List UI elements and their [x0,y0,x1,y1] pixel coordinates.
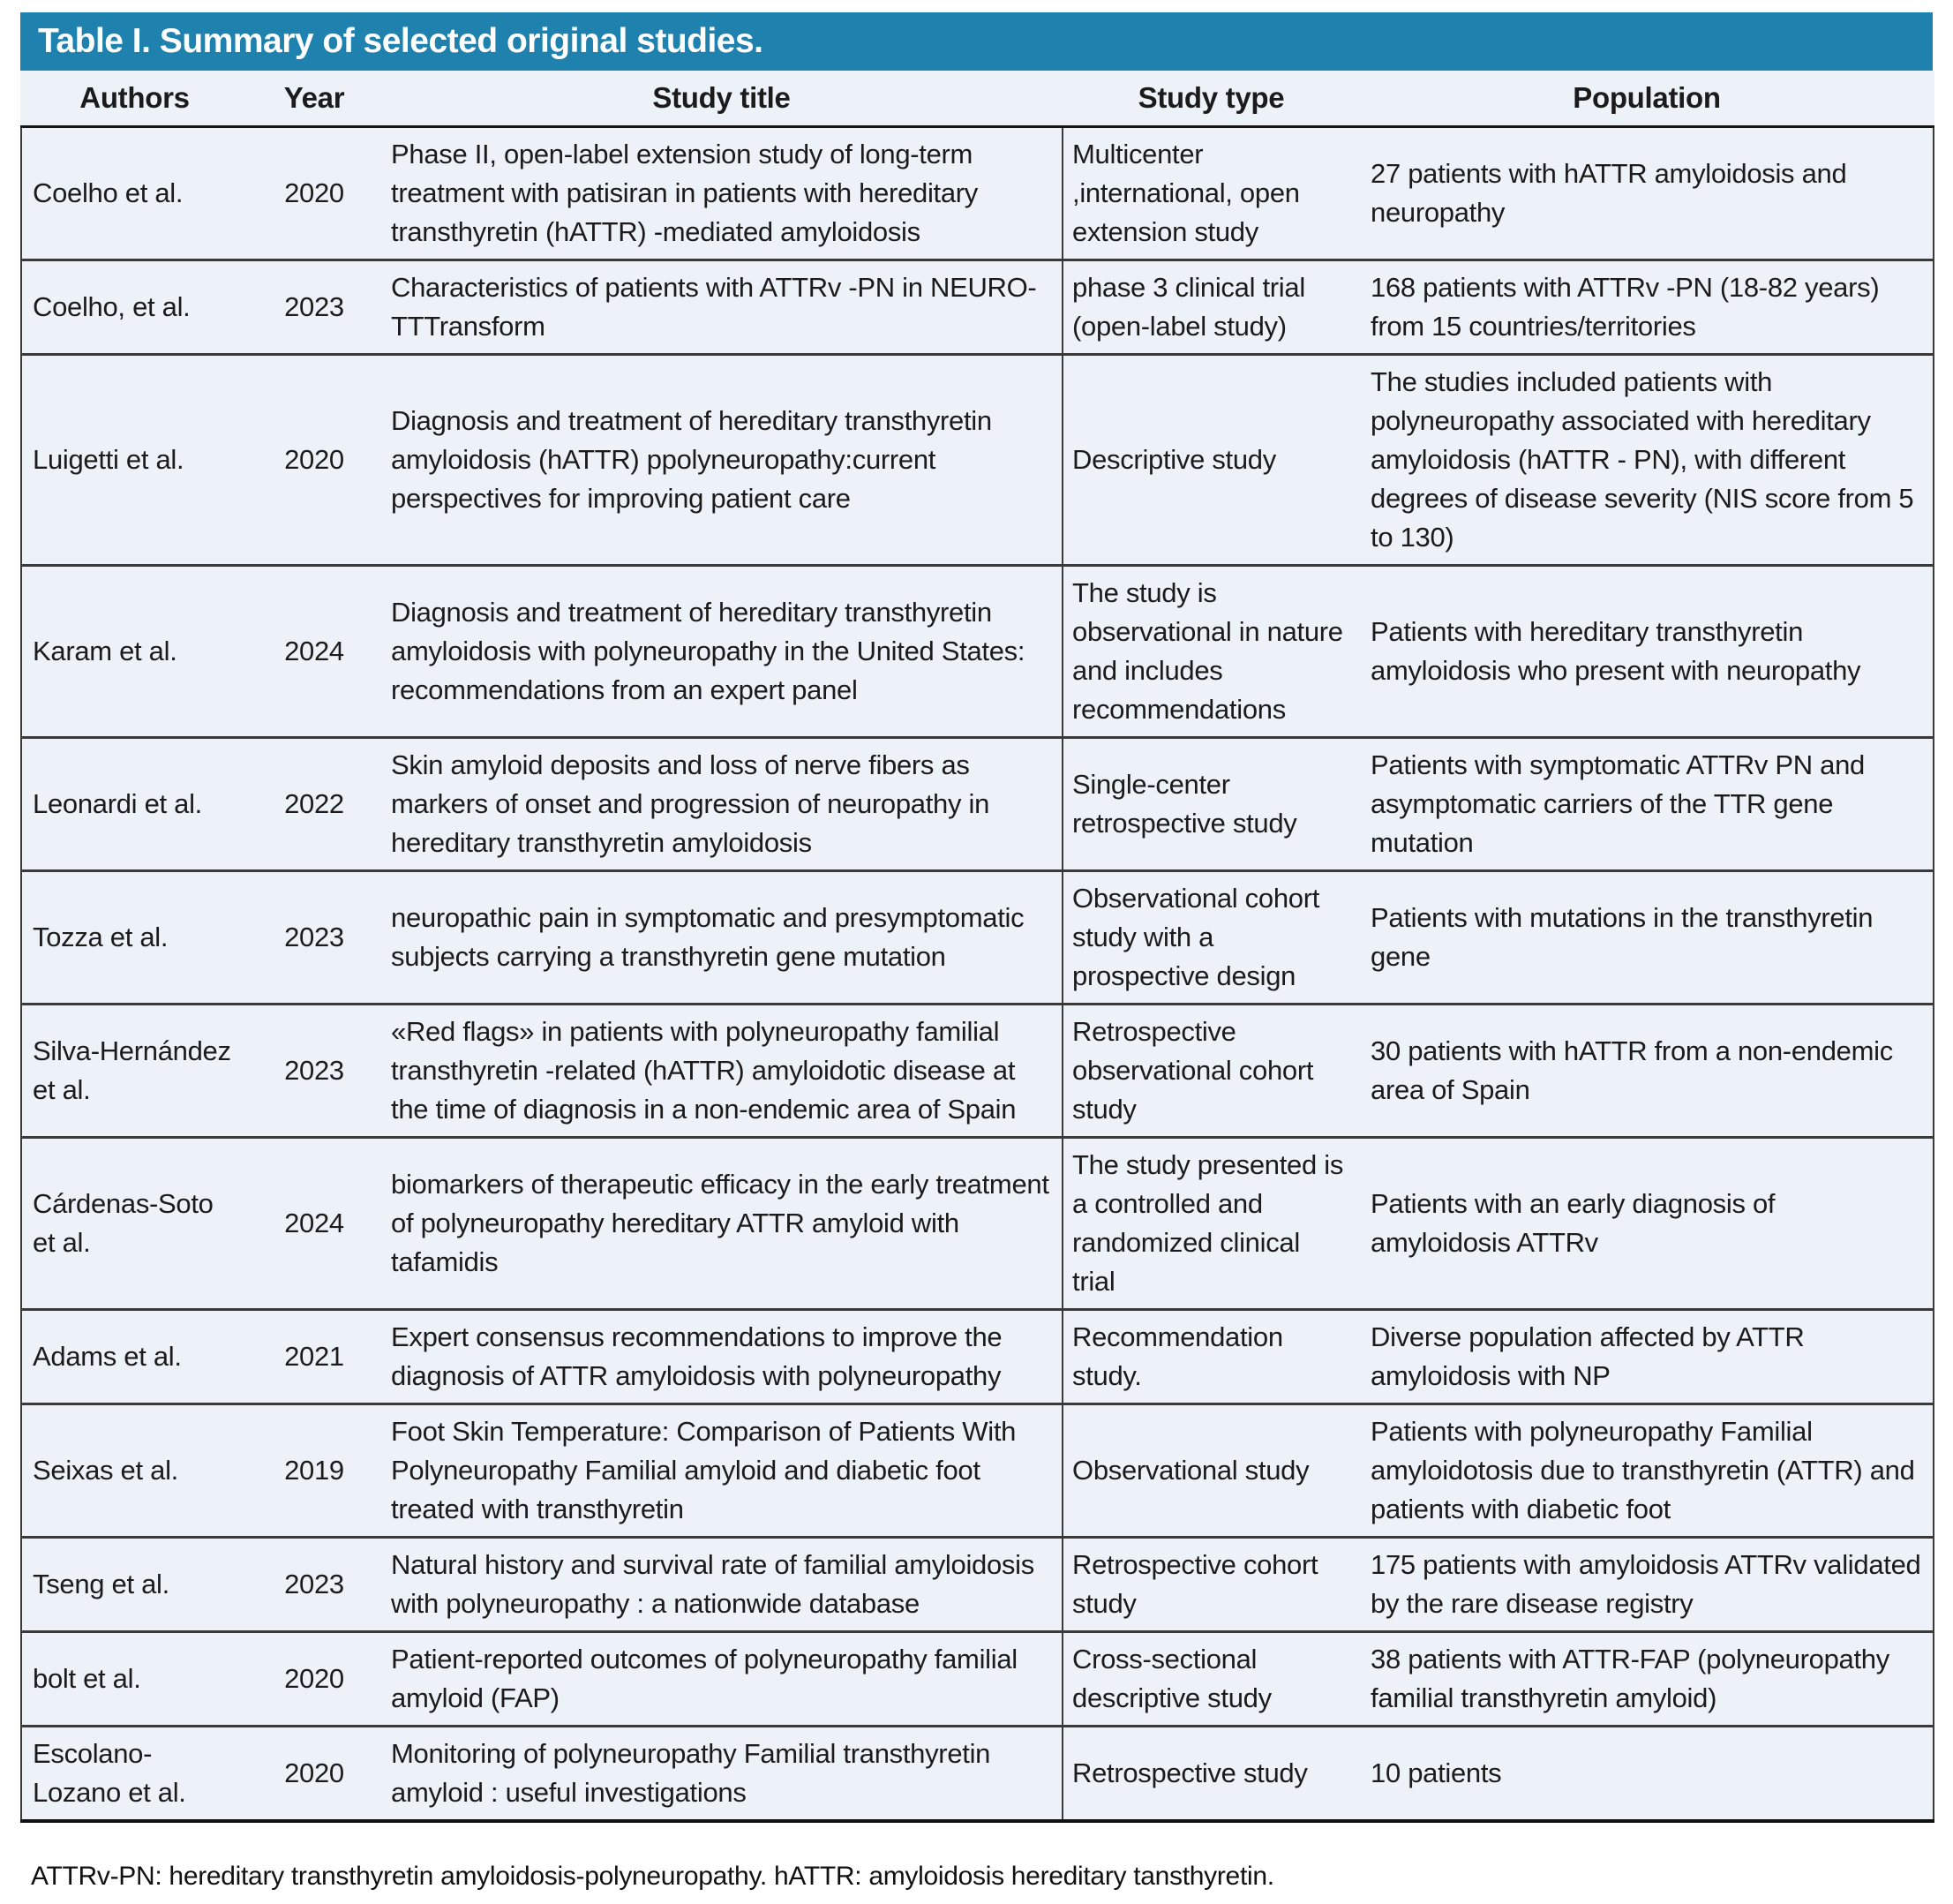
table-footnote: ATTRv-PN: hereditary transthyretin amylo… [31,1862,1274,1891]
table-title: Table I. Summary of selected original st… [38,22,763,60]
cell-authors: Tozza et al. [20,870,248,1005]
cell-title: Phase II, open-label extension study of … [391,139,979,247]
cell-type: Cross-sectional descriptive study [1062,1631,1360,1727]
cell-authors: Coelho, et al. [20,260,248,355]
table-row: Tseng et al. 2023 Natural history and surv… [20,1537,1934,1632]
cell-authors: Cárdenas-Soto et al. [20,1137,248,1310]
cell-population: Patients with hereditary transthyretin a… [1360,565,1934,738]
cell-title: Natural history and survival rate of fam… [391,1549,1034,1619]
cell-title: Patient-reported outcomes of polyneuropa… [391,1644,1018,1713]
table-title-bar: Table I. Summary of selected original st… [20,12,1933,71]
table-row: Silva-Hernández et al. 2023 «Red flags» in… [20,1004,1934,1138]
cell-title: Monitoring of polyneuropathy Familial tr… [391,1738,991,1808]
cell-authors: Seixas et al. [20,1404,248,1538]
cell-type: Single-center retrospective study [1062,737,1360,871]
cell-title: «Red flags» in patients with polyneuropa… [391,1016,1017,1125]
table-row: Adams et al. 2021 Expert consensus recomme… [20,1309,1934,1404]
cell-year: 2023 [284,1055,344,1086]
cell-type: Retrospective cohort study [1062,1537,1360,1632]
cell-authors: Adams et al. [20,1309,248,1404]
cell-year: 2024 [284,1208,344,1238]
table-row: Coelho, et al. 2023 Characteristics of pat… [20,260,1934,355]
cell-title: Skin amyloid deposits and loss of nerve … [391,749,990,858]
cell-title: Diagnosis and treatment of hereditary tr… [391,405,992,514]
cell-type: Retrospective study [1062,1726,1360,1821]
cell-year: 2024 [284,636,344,666]
cell-authors: Coelho et al. [20,126,248,260]
cell-authors: Escolano-Lozano et al. [20,1726,248,1821]
header-row: Authors Year Study title Study type Popu… [21,71,1934,128]
cell-title: Diagnosis and treatment of hereditary tr… [391,597,1025,705]
table-row: Escolano-Lozano et al. 2020 Monitoring of … [20,1726,1934,1821]
cell-type: Observational study [1062,1404,1360,1538]
cell-year: 2023 [284,1569,344,1599]
cell-population: Patients with symptomatic ATTRv PN and a… [1360,737,1934,871]
cell-type: Observational cohort study with a prospe… [1062,870,1360,1005]
cell-year: 2021 [284,1341,344,1372]
cell-year: 2019 [284,1455,344,1486]
table-row: Tozza et al. 2023 neuropathic pain in symp… [20,870,1934,1005]
table-row: Leonardi et al. 2022 Skin amyloid deposits… [20,737,1934,871]
table-row: Karam et al. 2024 Diagnosis and treatment … [20,565,1934,738]
table-body: Coelho et al. 2020 Phase II, open-label ex… [20,126,1934,1821]
cell-population: Patients with polyneuropathy Familial am… [1360,1404,1934,1538]
cell-population: 168 patients with ATTRv -PN (18-82 years… [1360,260,1934,355]
cell-type: phase 3 clinical trial (open-label study… [1062,260,1360,355]
cell-population: 30 patients with hATTR from a non-endemi… [1360,1004,1934,1138]
table-row: Cárdenas-Soto et al. 2024 biomarkers of th… [20,1137,1934,1310]
cell-year: 2022 [284,788,344,819]
cell-authors: Luigetti et al. [20,354,248,566]
cell-authors: Karam et al. [20,565,248,738]
table-container: Table I. Summary of selected original st… [20,12,1934,1823]
cell-population: Diverse population affected by ATTR amyl… [1360,1309,1934,1404]
cell-population: Patients with mutations in the transthyr… [1360,870,1934,1005]
cell-authors: Leonardi et al. [20,737,248,871]
table-row: Luigetti et al. 2020 Diagnosis and treatme… [20,354,1934,566]
cell-population: 175 patients with amyloidosis ATTRv vali… [1360,1537,1934,1632]
cell-population: 38 patients with ATTR-FAP (polyneuropath… [1360,1631,1934,1727]
cell-type: Descriptive study [1062,354,1360,566]
cell-title: Foot Skin Temperature: Comparison of Pat… [391,1416,1017,1524]
cell-year: 2023 [284,922,344,952]
cell-type: Retrospective observational cohort study [1062,1004,1360,1138]
cell-type: The study presented is a controlled and … [1062,1137,1360,1310]
column-header-population: Population [1360,71,1934,128]
table-row: Coelho et al. 2020 Phase II, open-label ex… [20,126,1934,260]
cell-population: 10 patients [1360,1726,1934,1821]
cell-year: 2023 [284,291,344,322]
table-row: bolt et al. 2020 Patient-reported outcomes… [20,1631,1934,1727]
cell-authors: bolt et al. [20,1631,248,1727]
cell-year: 2020 [284,1757,344,1788]
page: { "table": { "title": "Table I. Summary … [0,12,1953,1904]
column-header-study-title: Study title [380,71,1063,128]
cell-year: 2020 [284,177,344,208]
cell-title: Characteristics of patients with ATTRv -… [391,272,1037,342]
summary-table: Authors Year Study title Study type Popu… [20,71,1934,1823]
cell-title: neuropathic pain in symptomatic and pres… [391,902,1025,972]
cell-authors: Silva-Hernández et al. [20,1004,248,1138]
cell-year: 2020 [284,444,344,475]
cell-type: The study is observational in nature and… [1062,565,1360,738]
cell-population: 27 patients with hATTR amyloidosis and n… [1360,126,1934,260]
cell-type: Multicenter ,international, open extensi… [1062,126,1360,260]
cell-year: 2020 [284,1663,344,1694]
table-header: Authors Year Study title Study type Popu… [21,71,1934,128]
column-header-study-type: Study type [1063,71,1360,128]
cell-type: Recommendation study. [1062,1309,1360,1404]
column-header-year: Year [248,71,380,128]
cell-title: Expert consensus recommendations to impr… [391,1321,1003,1391]
cell-population: Patients with an early diagnosis of amyl… [1360,1137,1934,1310]
cell-title: biomarkers of therapeutic efficacy in th… [391,1169,1049,1277]
table-row: Seixas et al. 2019 Foot Skin Temperature: … [20,1404,1934,1538]
column-header-authors: Authors [21,71,248,128]
cell-authors: Tseng et al. [20,1537,248,1632]
cell-population: The studies included patients with polyn… [1360,354,1934,566]
